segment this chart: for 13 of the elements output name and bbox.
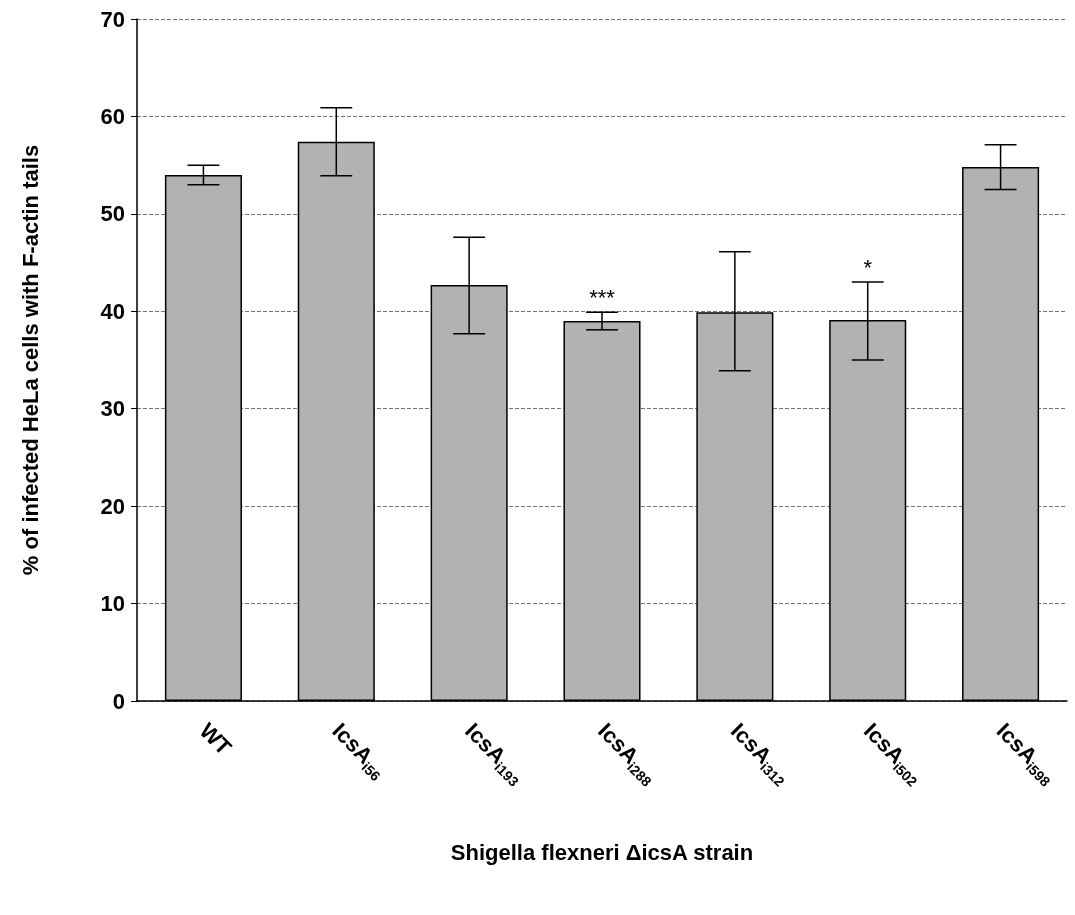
x-axis-title: Shigella flexneri ΔicsA strain — [450, 839, 754, 865]
y-axis-title: % of infected HeLa cells with F-actin tails — [17, 144, 43, 576]
y-tick-label: 60 — [100, 103, 125, 129]
annotation: *** — [589, 284, 616, 310]
y-tick-label: 30 — [100, 396, 125, 422]
y-tick-label: 0 — [112, 688, 125, 714]
y-tick-label: 20 — [100, 493, 125, 519]
y-tick-label: 70 — [100, 6, 125, 32]
x-tick-label: WT — [194, 718, 237, 761]
y-tick-label: 50 — [100, 201, 125, 227]
y-tick-label: 10 — [100, 591, 125, 617]
annotation: * — [863, 254, 873, 280]
y-tick-label: 40 — [100, 298, 125, 324]
